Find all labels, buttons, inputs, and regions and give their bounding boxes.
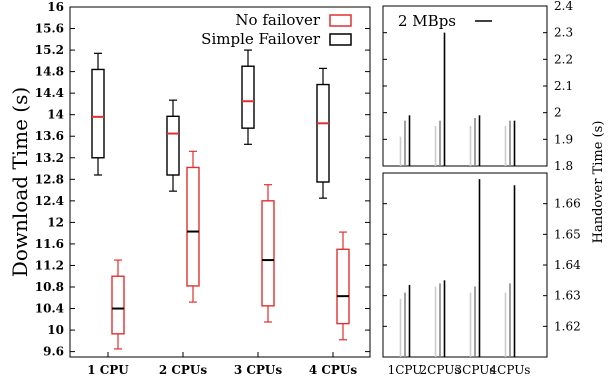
legend-swatch-simple-failover	[329, 33, 352, 46]
y-tick-label: 13.2	[35, 151, 64, 165]
box-no-failover	[336, 231, 350, 341]
box-body	[316, 83, 330, 183]
handover-x-tick-label: 1CPU	[388, 363, 423, 377]
box-no-failover	[261, 184, 275, 323]
y-tick-label: 13.6	[35, 129, 64, 143]
handover-x-tick-label: 2CPUs	[420, 363, 461, 377]
x-tick-label: 3 CPUs	[234, 363, 283, 377]
y-tick-label: 12.4	[35, 194, 64, 208]
box-body	[166, 115, 180, 176]
handover-y-tick-label: 2.2	[554, 52, 573, 66]
download-time-boxplot: 9.6 10 10.4 10.8 11.2 11.6 12 12.4 12.8 13.2 13.6 1…	[8, 0, 371, 377]
box-simple-failover	[241, 49, 255, 145]
handover-bars	[399, 32, 516, 357]
handover-x-tick-label: 3CPUs	[455, 363, 496, 377]
box-body	[261, 200, 275, 307]
boxplot-marks	[91, 49, 350, 350]
handover-y-tick-label: 1.62	[554, 319, 581, 333]
handover-y-axis: 1.8 1.9 2 2.1 2.2 2.3 2.4 1.62 1.63 1.64 1.65 1.66	[383, 0, 581, 333]
box-simple-failover	[166, 99, 180, 192]
box-body	[336, 248, 350, 325]
legend-swatch-no-failover	[329, 14, 352, 27]
handover-y-tick-label: 2.3	[554, 26, 573, 40]
handover-y-tick-label: 2	[554, 106, 562, 120]
boxplot-y-axis: 9.6 10 10.4 10.8 11.2 11.6 12 12.4 12.8 13.2 13.6 1…	[35, 0, 370, 359]
x-tick-label: 1 CPU	[87, 363, 129, 377]
handover-y-tick-label: 1.63	[554, 289, 581, 303]
y-tick-label: 9.6	[43, 345, 64, 359]
handover-y-tick-label: 1.64	[554, 258, 581, 272]
y-tick-label: 15.6	[35, 22, 64, 36]
y-tick-label: 16	[47, 0, 64, 14]
handover-y-tick-label: 2.1	[554, 79, 573, 93]
handover-y-tick-label: 1.66	[554, 197, 581, 211]
box-no-failover	[186, 150, 200, 303]
box-body	[111, 275, 125, 335]
boxplot-legend: No failover Simple Failover	[201, 11, 352, 48]
box-simple-failover	[316, 67, 330, 199]
boxplot-y-label: Download Time (s)	[8, 87, 32, 277]
boxplot-x-axis: 1 CPU 2 CPUs 3 CPUs 4 CPUs	[87, 352, 357, 377]
y-tick-label: 10.4	[35, 302, 64, 316]
handover-y-tick-label: 2.4	[554, 0, 573, 13]
box-no-failover	[111, 259, 125, 350]
y-tick-label: 11.2	[35, 258, 64, 272]
handover-legend: 2 MBps	[398, 12, 492, 30]
boxplot-frame	[69, 6, 371, 358]
handover-y-tick-label: 1.65	[554, 227, 581, 241]
x-tick-label: 4 CPUs	[309, 363, 358, 377]
handover-y-label: Handover Time (s)	[591, 121, 606, 244]
handover-time-panels: 1.81.922.12.22.32.41.621.631.641.651.66 …	[382, 0, 606, 377]
handover-y-tick-label: 1.8	[554, 159, 573, 173]
y-tick-label: 14.4	[35, 86, 64, 100]
y-tick-label: 14.8	[35, 65, 64, 79]
y-tick-label: 10.8	[35, 280, 64, 294]
y-tick-label: 15.2	[35, 43, 64, 57]
y-tick-label: 10	[47, 323, 64, 337]
box-body	[241, 65, 255, 129]
box-simple-failover	[91, 52, 105, 176]
handover-y-tick-label: 1.9	[554, 132, 573, 146]
y-tick-label: 14	[47, 108, 64, 122]
legend-label-simple-failover: Simple Failover	[201, 30, 321, 48]
x-tick-label: 2 CPUs	[159, 363, 208, 377]
y-tick-label: 11.6	[35, 237, 64, 251]
box-body	[186, 166, 200, 287]
y-tick-label: 12	[47, 215, 64, 229]
handover-bottom-frame	[382, 172, 548, 358]
box-body	[91, 68, 105, 159]
handover-legend-label: 2 MBps	[398, 12, 456, 30]
legend-label-no-failover: No failover	[235, 11, 320, 29]
y-tick-label: 12.8	[35, 172, 64, 186]
handover-top-frame	[382, 5, 548, 167]
handover-x-tick-label: 4CPUs	[490, 363, 531, 377]
